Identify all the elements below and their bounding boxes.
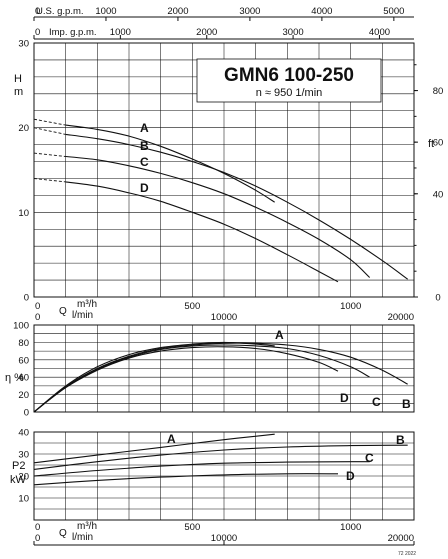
mid-m3h-label: m³/h [77,299,97,310]
power-curve-label-a: A [167,432,176,446]
usgpm-axis-label: U.S. g.p.m. [36,6,84,17]
head-curve-b [65,133,409,280]
head-curve-label-b: B [140,139,149,153]
head-ytick-label: 10 [18,208,29,219]
head-ft-tick-label: 0 [435,293,440,304]
power-ytick-label: 40 [18,428,29,439]
efficiency-curve-label-d: D [340,391,349,405]
mid-lmin-tick-label: 0 [35,312,40,323]
head-curve-label-d: D [140,181,149,195]
efficiency-curve-d [33,346,339,413]
head-panel: 0 10 20 30 0 40 60 80 H m ft GMN6 100-250 n ≈ … [14,39,443,304]
usgpm-tick-label: 1000 [95,6,116,17]
power-axis-label-kw: kW [10,474,27,486]
usgpm-tick-label: 2000 [167,6,188,17]
efficiency-curve-c [33,344,370,413]
power-curve-a [33,433,275,464]
impgpm-axis-label: Imp. g.p.m. [49,27,97,38]
efficiency-ytick-label: 0 [24,408,29,419]
efficiency-ytick-label: 20 [18,390,29,401]
usgpm-tick-label: 5000 [383,6,404,17]
power-curve-b [33,444,408,470]
impgpm-tick-label: 1000 [110,27,131,38]
usgpm-tick-label: 0 [35,6,40,17]
power-panel: 10 20 30 40 P2 kW A B CD [10,428,415,521]
head-curve-d [65,181,339,283]
efficiency-ytick-label: 60 [18,355,29,366]
head-ft-tick-label: 80 [433,86,444,97]
usgpm-tick-label: 4000 [311,6,332,17]
head-ft-tick-label: 40 [433,189,444,200]
bottom-lmin-tick-label: 20000 [388,533,414,544]
mid-lmin-tick-label: 10000 [211,312,237,323]
power-curve-d [33,473,339,486]
power-ytick-label: 10 [18,494,29,505]
efficiency-curve-label-c: C [372,395,381,409]
head-ytick-label: 30 [18,39,29,50]
impgpm-tick-label: 3000 [283,27,304,38]
mid-lmin-tick-label: 20000 [388,312,414,323]
efficiency-ytick-label: 100 [13,321,29,332]
mid-m3h-tick-label: 0 [35,301,40,312]
head-axis-label-ft: ft [428,138,434,150]
bottom-q-label: Q [59,528,67,539]
efficiency-curve-b [33,342,408,413]
bottom-m3h-tick-label: 1000 [340,522,361,533]
head-curve-d-dashed [33,178,66,183]
mid-m3h-tick-label: 1000 [340,301,361,312]
power-axis-label-p2: P2 [12,460,25,472]
top-flow-axes: U.S. g.p.m. Imp. g.p.m. 0 1000 2000 3000 400… [33,6,414,40]
power-ytick-label: 30 [18,450,29,461]
efficiency-axis-label: η % [5,372,24,384]
head-ytick-label: 0 [24,293,29,304]
chart-title: GMN6 100-250 [224,65,354,86]
head-ytick-label: 20 [18,123,29,134]
head-ft-tick-label: 60 [433,138,444,149]
head-axis-label-m: m [14,86,23,98]
impgpm-tick-label: 4000 [369,27,390,38]
head-curve-a-dashed [33,118,66,126]
head-curve-label-c: C [140,155,149,169]
head-curve-c [65,155,371,278]
head-curve-label-a: A [140,121,149,135]
efficiency-ytick-label: 40 [18,373,29,384]
bottom-lmin-tick-label: 10000 [211,533,237,544]
head-curve-b-dashed [33,127,66,135]
usgpm-tick-label: 3000 [239,6,260,17]
power-curve-label-b: B [396,433,405,447]
mid-lmin-label: l/min [72,310,93,321]
chart-subtitle: n ≈ 950 1/min [256,87,323,99]
head-curve-a [65,124,275,203]
mid-q-label: Q [59,306,67,317]
bottom-flow-axis: Q m³/h l/min 0 500 1000 0 10000 20000 72 202… [33,521,416,557]
bottom-lmin-tick-label: 0 [35,533,40,544]
power-curve-c [33,461,370,477]
efficiency-panel: 0 20 40 60 80 100 η % A B C D [5,321,415,419]
power-curve-label-d: D [346,469,355,483]
power-curve-label-c: C [365,451,374,465]
impgpm-tick-label: 0 [35,27,40,38]
bottom-m3h-label: m³/h [77,521,97,532]
bottom-m3h-tick-label: 0 [35,522,40,533]
bottom-lmin-label: l/min [72,532,93,543]
efficiency-curve-label-a: A [275,328,284,342]
mid-flow-axis: Q m³/h l/min 0 500 1000 0 10000 20000 [35,299,414,323]
power-ytick-label: 20 [18,472,29,483]
bottom-m3h-tick-label: 500 [184,522,200,533]
footer-code: 72 2022 [398,551,416,557]
head-curve-c-dashed [33,152,66,157]
mid-m3h-tick-label: 500 [184,301,200,312]
title-box [196,58,382,103]
impgpm-tick-label: 2000 [196,27,217,38]
head-axis-label-h: H [14,73,22,85]
efficiency-ytick-label: 80 [18,338,29,349]
efficiency-curve-label-b: B [402,397,411,411]
